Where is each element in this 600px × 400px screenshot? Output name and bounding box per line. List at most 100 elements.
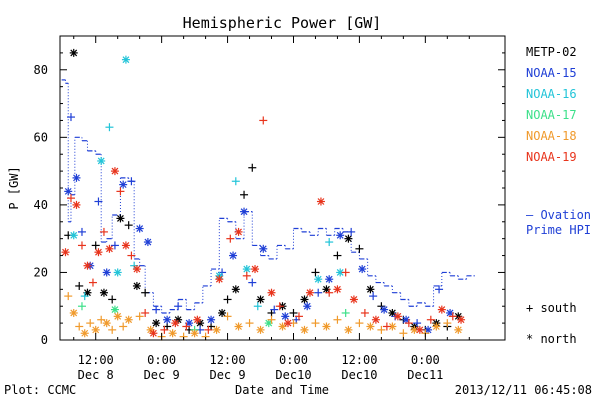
noaa-17-point	[341, 308, 350, 317]
noaa-16-point	[314, 275, 323, 284]
noaa-19-point	[325, 288, 334, 297]
noaa-19-point	[294, 312, 303, 321]
metp-02-point	[248, 163, 257, 172]
noaa-19-point	[204, 325, 213, 334]
noaa-15-point	[325, 275, 334, 284]
x-tick-label-time: 12:00	[209, 353, 245, 367]
y-axis-label: P [GW]	[7, 166, 21, 209]
noaa-19-point	[110, 167, 119, 176]
noaa-18-point	[119, 322, 128, 331]
noaa-15-point	[135, 224, 144, 233]
noaa-16-point	[69, 231, 78, 240]
noaa-18-point	[256, 325, 265, 334]
noaa-15-point	[77, 227, 86, 236]
noaa-15-point	[240, 207, 249, 216]
noaa-18-point	[108, 325, 117, 334]
metp-02-point	[152, 319, 161, 328]
noaa-18-point	[135, 312, 144, 321]
legend-noaa-15: NOAA-15	[526, 66, 577, 80]
metp-02-point	[289, 308, 298, 317]
metp-02-point	[344, 234, 353, 243]
metp-02-point	[223, 295, 232, 304]
y-tick-label: 40	[34, 198, 48, 212]
metp-02-point	[116, 214, 125, 223]
x-axis-label: Date and Time	[235, 383, 329, 397]
noaa-18-point	[64, 292, 73, 301]
noaa-15-point	[207, 315, 216, 324]
noaa-18-point	[355, 319, 364, 328]
noaa-19-point	[234, 227, 243, 236]
metp-02-point	[99, 288, 108, 297]
satellite-points	[61, 48, 466, 341]
noaa-19-point	[242, 271, 251, 280]
x-tick-label-date: Dec11	[407, 368, 443, 382]
y-tick-label: 20	[34, 265, 48, 279]
noaa-16-point	[105, 123, 114, 132]
noaa-18-point	[311, 319, 320, 328]
noaa-19-point	[116, 187, 125, 196]
noaa-18-point	[124, 315, 133, 324]
noaa-15-point	[119, 180, 128, 189]
noaa-16-point	[242, 265, 251, 274]
noaa-18-point	[443, 319, 452, 328]
noaa-19-point	[448, 312, 457, 321]
noaa-19-point	[171, 319, 180, 328]
noaa-19-point	[127, 251, 136, 260]
noaa-15-point	[435, 285, 444, 294]
noaa-19-point	[66, 194, 75, 203]
noaa-18-point	[223, 312, 232, 321]
legend-metp-02: METP-02	[526, 45, 577, 59]
metp-02-point	[132, 281, 141, 290]
x-tick-label-time: 0:00	[147, 353, 176, 367]
noaa-19-point	[275, 302, 284, 311]
metp-02-point	[311, 268, 320, 277]
noaa-19-point	[88, 278, 97, 287]
noaa-19-point	[193, 315, 202, 324]
noaa-18-point	[91, 325, 100, 334]
metp-02-point	[75, 281, 84, 290]
legend-ovation-line1: — Ovation	[526, 208, 591, 222]
legend-north-marker: * north	[526, 332, 577, 346]
noaa-19-point	[371, 315, 380, 324]
noaa-15-point	[303, 302, 312, 311]
x-tick-label-time: 0:00	[279, 353, 308, 367]
noaa-15-point	[270, 305, 279, 314]
x-tick-label-date: Dec10	[341, 368, 377, 382]
noaa-19-point	[132, 265, 141, 274]
noaa-15-point	[152, 305, 161, 314]
noaa-18-point	[454, 325, 463, 334]
noaa-18-point	[102, 319, 111, 328]
noaa-16-point	[121, 55, 130, 64]
noaa-19-point	[341, 268, 350, 277]
metp-02-point	[240, 190, 249, 199]
noaa-15-point	[174, 302, 183, 311]
noaa-18-point	[377, 325, 386, 334]
noaa-15-point	[185, 319, 194, 328]
metp-02-point	[91, 241, 100, 250]
metp-02-point	[218, 308, 227, 317]
noaa-19-point	[215, 275, 224, 284]
noaa-19-point	[404, 319, 413, 328]
noaa-18-point	[234, 322, 243, 331]
metp-02-point	[124, 221, 133, 230]
metp-02-point	[83, 288, 92, 297]
noaa-18-point	[399, 329, 408, 338]
x-tick-label-date: Dec 9	[144, 368, 180, 382]
y-tick-label: 80	[34, 63, 48, 77]
noaa-19-point	[141, 308, 150, 317]
x-tick-label-date: Dec10	[275, 368, 311, 382]
y-tick-label: 60	[34, 130, 48, 144]
noaa-19-point	[437, 305, 446, 314]
metp-02-point	[300, 295, 309, 304]
x-tick-label-time: 12:00	[78, 353, 114, 367]
metp-02-point	[388, 308, 397, 317]
noaa-18-point	[75, 322, 84, 331]
noaa-16-point	[80, 292, 89, 301]
noaa-19-point	[94, 248, 103, 257]
noaa-15-point	[229, 251, 238, 260]
legend-ovation-line2: Prime HPI	[526, 223, 591, 237]
noaa-19-point	[393, 312, 402, 321]
legend: METP-02 NOAA-15 NOAA-16 NOAA-17 NOAA-18 NOAA-…	[526, 45, 577, 164]
y-tick-label: 0	[41, 333, 48, 347]
legend-noaa-16: NOAA-16	[526, 87, 577, 101]
